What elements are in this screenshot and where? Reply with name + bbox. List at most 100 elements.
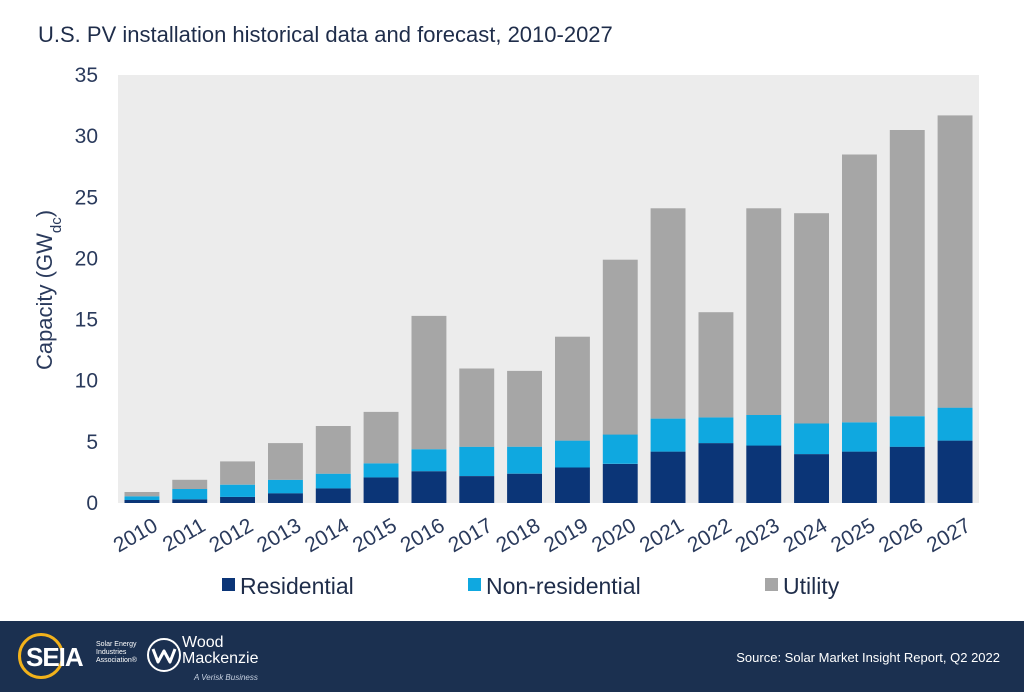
bar-utility-2013 xyxy=(268,443,303,480)
y-axis-ticks: 0 5 10 15 20 25 30 35 xyxy=(75,64,98,515)
x-tick-label: 2014 xyxy=(301,514,353,557)
x-tick-label: 2010 xyxy=(110,514,162,557)
bar-residential-2023 xyxy=(746,445,782,503)
bar-residential-2020 xyxy=(602,463,638,503)
x-tick-label: 2015 xyxy=(349,514,401,557)
legend-swatch-residential xyxy=(222,578,235,591)
y-tick-label: 0 xyxy=(86,492,98,515)
legend-swatch-utility xyxy=(765,578,778,591)
bar-non-residential-2024 xyxy=(794,423,829,455)
wood-mackenzie-logo-text: Wood Mackenzie xyxy=(182,635,258,667)
bar-residential-2010 xyxy=(124,499,160,503)
bar-non-residential-2017 xyxy=(459,446,495,476)
x-tick-label: 2019 xyxy=(540,514,592,557)
x-tick-label: 2025 xyxy=(827,514,879,557)
wood-mackenzie-mark-icon xyxy=(147,638,181,672)
bar-utility-2027 xyxy=(937,115,973,408)
x-tick-label: 2026 xyxy=(875,514,927,557)
bar-residential-2026 xyxy=(889,446,925,503)
legend: Residential Non-residential Utility xyxy=(222,573,840,599)
wood-mackenzie-subtext: A Verisk Business xyxy=(194,673,258,682)
legend-label-residential: Residential xyxy=(240,573,354,599)
bar-residential-2025 xyxy=(842,451,877,503)
footer-bar: SEIA Solar Energy Industries Association… xyxy=(0,621,1024,692)
x-tick-label: 2021 xyxy=(636,514,688,557)
bar-non-residential-2012 xyxy=(220,484,255,497)
bar-utility-2019 xyxy=(555,336,590,441)
bar-utility-2025 xyxy=(842,154,877,423)
bar-residential-2019 xyxy=(555,467,590,503)
bar-utility-2018 xyxy=(507,370,542,447)
bar-non-residential-2021 xyxy=(650,418,686,452)
bar-residential-2018 xyxy=(507,473,542,503)
bar-utility-2016 xyxy=(411,315,447,450)
bar-residential-2012 xyxy=(220,496,255,503)
x-tick-label: 2020 xyxy=(588,514,640,557)
source-note: Source: Solar Market Insight Report, Q2 … xyxy=(736,650,1000,665)
bar-residential-2027 xyxy=(937,440,973,503)
bar-non-residential-2025 xyxy=(842,422,877,452)
bar-residential-2017 xyxy=(459,476,495,503)
x-axis-ticks: 2010201120122013201420152016201720182019… xyxy=(110,514,975,557)
bar-non-residential-2014 xyxy=(315,473,351,489)
y-tick-label: 35 xyxy=(75,64,98,87)
bar-non-residential-2026 xyxy=(889,416,925,447)
bar-utility-2021 xyxy=(650,208,686,419)
bar-utility-2011 xyxy=(172,479,208,489)
seia-logo-text: SEIA xyxy=(26,642,84,672)
bar-utility-2020 xyxy=(602,259,638,435)
seia-logo-subtext: Solar Energy Industries Association® xyxy=(96,641,137,664)
legend-label-utility: Utility xyxy=(783,573,840,599)
x-tick-label: 2012 xyxy=(205,514,257,557)
y-tick-label: 10 xyxy=(75,370,98,393)
bar-utility-2010 xyxy=(124,492,160,497)
y-tick-label: 30 xyxy=(75,125,98,148)
bar-utility-2015 xyxy=(363,411,399,464)
bar-residential-2015 xyxy=(363,477,399,503)
x-tick-label: 2013 xyxy=(253,514,305,557)
bar-residential-2024 xyxy=(794,454,829,503)
y-axis-label-close: ) xyxy=(32,210,57,217)
x-tick-label: 2027 xyxy=(923,514,975,557)
wm-logo-line1: Wood xyxy=(182,634,224,651)
x-tick-label: 2018 xyxy=(492,514,544,557)
bar-non-residential-2015 xyxy=(363,463,399,478)
bar-residential-2016 xyxy=(411,471,447,503)
bar-non-residential-2022 xyxy=(698,417,734,444)
y-axis-label: Capacity (GWdc) xyxy=(32,210,65,370)
y-tick-label: 25 xyxy=(75,186,98,209)
chart-title: U.S. PV installation historical data and… xyxy=(38,22,613,47)
bar-non-residential-2010 xyxy=(124,496,160,500)
bar-utility-2014 xyxy=(315,426,351,474)
x-tick-label: 2022 xyxy=(684,514,736,557)
bar-residential-2011 xyxy=(172,499,208,503)
wm-logo-line2: Mackenzie xyxy=(182,650,259,667)
bar-non-residential-2027 xyxy=(937,407,973,441)
bar-utility-2022 xyxy=(698,312,734,418)
bar-non-residential-2016 xyxy=(411,449,447,472)
legend-swatch-non-residential xyxy=(468,578,481,591)
bar-residential-2022 xyxy=(698,443,734,503)
y-axis-label-main: Capacity (GW xyxy=(32,233,57,370)
bars-group xyxy=(124,115,973,503)
x-tick-label: 2017 xyxy=(445,514,497,557)
plot-area xyxy=(118,75,979,503)
bar-utility-2012 xyxy=(220,461,255,485)
bar-non-residential-2019 xyxy=(555,440,590,468)
bar-utility-2023 xyxy=(746,208,782,415)
wood-mackenzie-logo: Wood Mackenzie A Verisk Business xyxy=(146,633,258,685)
x-tick-label: 2011 xyxy=(159,514,210,557)
seia-logo: SEIA Solar Energy Industries Association… xyxy=(18,633,148,683)
y-axis-label-subscript: dc xyxy=(48,217,65,233)
y-tick-label: 20 xyxy=(75,247,98,270)
seia-sun-icon xyxy=(18,633,64,679)
x-tick-label: 2024 xyxy=(779,514,831,557)
x-tick-label: 2023 xyxy=(732,514,784,557)
bar-utility-2026 xyxy=(889,130,925,417)
bar-non-residential-2011 xyxy=(172,488,208,500)
bar-non-residential-2013 xyxy=(268,479,303,494)
legend-label-non-residential: Non-residential xyxy=(486,573,641,599)
y-tick-label: 15 xyxy=(75,309,98,332)
x-tick-label: 2016 xyxy=(397,514,449,557)
